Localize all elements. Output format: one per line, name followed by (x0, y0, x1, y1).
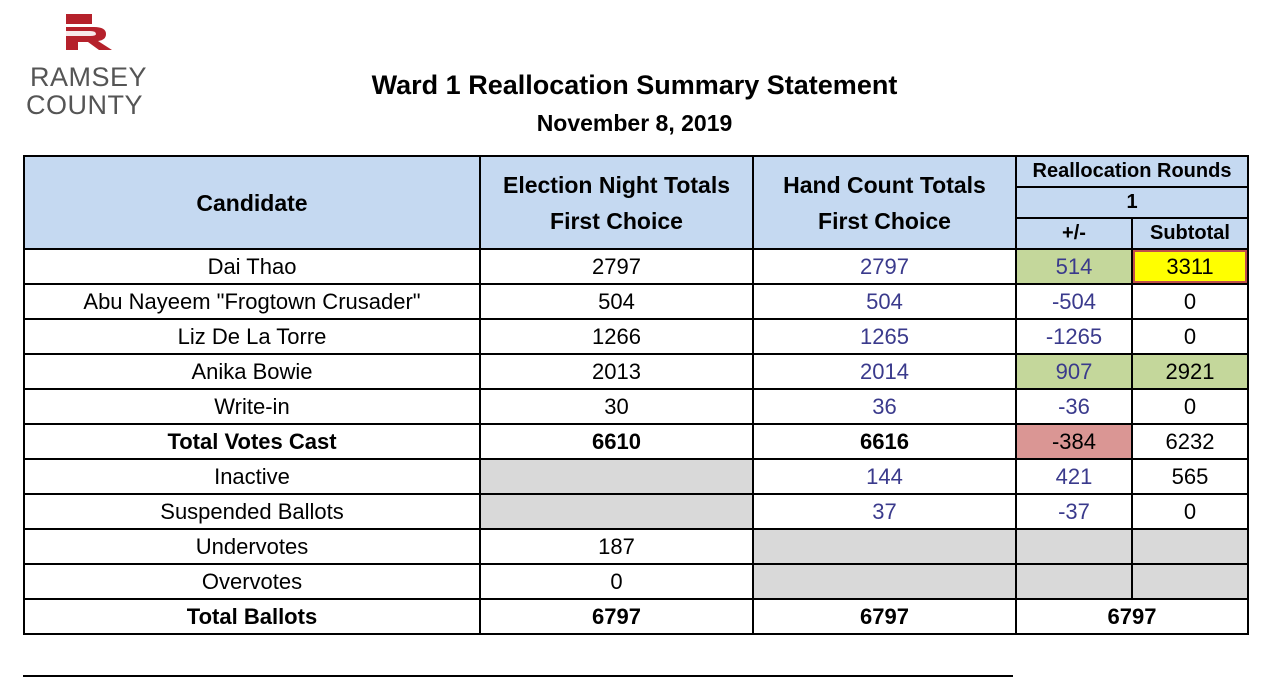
row-change: -504 (1015, 283, 1133, 320)
row-subtotal (1131, 528, 1249, 565)
row-subtotal: 0 (1131, 318, 1249, 355)
row-change: 514 (1015, 248, 1133, 285)
row-name: Write-in (23, 388, 481, 425)
row-hand-count: 504 (752, 283, 1017, 320)
row-election-night: 1266 (479, 318, 754, 355)
table-row: Inactive 144 421 565 (23, 458, 1249, 495)
row-hand-count: 36 (752, 388, 1017, 425)
row-hand-count: 2014 (752, 353, 1017, 390)
table-row: Dai Thao 2797 2797 514 3311 (23, 248, 1249, 285)
header-election-night-line2: First Choice (550, 207, 683, 234)
header-subtotal: Subtotal (1131, 217, 1249, 250)
page-date: November 8, 2019 (536, 110, 733, 136)
row-name: Total Ballots (23, 598, 481, 635)
row-election-night: 30 (479, 388, 754, 425)
header-hand-count-line1: Hand Count Totals (783, 171, 986, 198)
row-name: Dai Thao (23, 248, 481, 285)
header-hand-count-line2: First Choice (818, 207, 951, 234)
row-change (1015, 563, 1133, 600)
header-plus-minus: +/- (1015, 217, 1133, 250)
row-subtotal (1131, 563, 1249, 600)
row-subtotal: 0 (1131, 493, 1249, 530)
header-hand-count: Hand Count Totals First Choice (752, 155, 1017, 250)
row-election-night: 2797 (479, 248, 754, 285)
table-row: Anika Bowie 2013 2014 907 2921 (23, 353, 1249, 390)
bottom-divider (23, 675, 1013, 677)
row-hand-count: 37 (752, 493, 1017, 530)
header-row-2: 1 (24, 186, 1249, 219)
row-election-night: 187 (479, 528, 754, 565)
row-reallocation-total: 6797 (1015, 598, 1249, 635)
header-row-1: Candidate Election Night Totals First Ch… (23, 155, 1249, 250)
row-change: -36 (1015, 388, 1133, 425)
header-reallocation-rounds: Reallocation Rounds (1015, 155, 1249, 188)
header-candidate: Candidate (23, 155, 481, 250)
row-change: -37 (1015, 493, 1133, 530)
header-row-3: +/- Subtotal (24, 217, 1249, 250)
total-votes-cast-row: Total Votes Cast 6610 6616 -384 6232 (23, 423, 1249, 460)
row-subtotal: 0 (1131, 388, 1249, 425)
row-hand-count: 6616 (752, 423, 1017, 460)
page-title: Ward 1 Reallocation Summary Statement (371, 70, 898, 100)
row-name: Inactive (23, 458, 481, 495)
row-election-night: 0 (479, 563, 754, 600)
row-subtotal: 6232 (1131, 423, 1249, 460)
row-name: Suspended Ballots (23, 493, 481, 530)
table-row: Write-in 30 36 -36 0 (23, 388, 1249, 425)
row-subtotal: 565 (1131, 458, 1249, 495)
ramsey-county-logo-mark-icon (66, 14, 112, 50)
row-name: Total Votes Cast (23, 423, 481, 460)
table-row: Abu Nayeem "Frogtown Crusader" 504 504 -… (23, 283, 1249, 320)
row-name: Undervotes (23, 528, 481, 565)
header-election-night: Election Night Totals First Choice (479, 155, 754, 250)
logo-text-line1: RAMSEY (30, 62, 148, 92)
row-subtotal: 3311 (1131, 248, 1249, 285)
row-election-night: 6797 (479, 598, 754, 635)
row-hand-count: 144 (752, 458, 1017, 495)
table-row: Liz De La Torre 1266 1265 -1265 0 (23, 318, 1249, 355)
row-election-night: 504 (479, 283, 754, 320)
row-change (1015, 528, 1133, 565)
table-row: Undervotes 187 (23, 528, 1249, 565)
row-name: Anika Bowie (23, 353, 481, 390)
header-round-number: 1 (1015, 186, 1249, 219)
row-name: Overvotes (23, 563, 481, 600)
row-subtotal: 0 (1131, 283, 1249, 320)
row-hand-count (752, 563, 1017, 600)
row-subtotal: 2921 (1131, 353, 1249, 390)
row-election-night (479, 458, 754, 495)
row-hand-count (752, 528, 1017, 565)
header-election-night-line1: Election Night Totals (502, 171, 731, 198)
row-election-night: 2013 (479, 353, 754, 390)
reallocation-summary-table: Candidate Election Night Totals First Ch… (23, 155, 1249, 635)
row-election-night (479, 493, 754, 530)
total-ballots-row: Total Ballots 6797 6797 6797 (23, 598, 1249, 635)
logo-text-line2: COUNTY (26, 90, 143, 120)
row-change: 421 (1015, 458, 1133, 495)
row-name: Abu Nayeem "Frogtown Crusader" (23, 283, 481, 320)
table-row: Suspended Ballots 37 -37 0 (23, 493, 1249, 530)
row-hand-count: 6797 (752, 598, 1017, 635)
row-change: -1265 (1015, 318, 1133, 355)
row-hand-count: 1265 (752, 318, 1017, 355)
row-change: 907 (1015, 353, 1133, 390)
row-change: -384 (1015, 423, 1133, 460)
ramsey-county-logo: RAMSEY COUNTY (24, 14, 164, 124)
row-name: Liz De La Torre (23, 318, 481, 355)
table-row: Overvotes 0 (23, 563, 1249, 600)
row-election-night: 6610 (479, 423, 754, 460)
row-hand-count: 2797 (752, 248, 1017, 285)
